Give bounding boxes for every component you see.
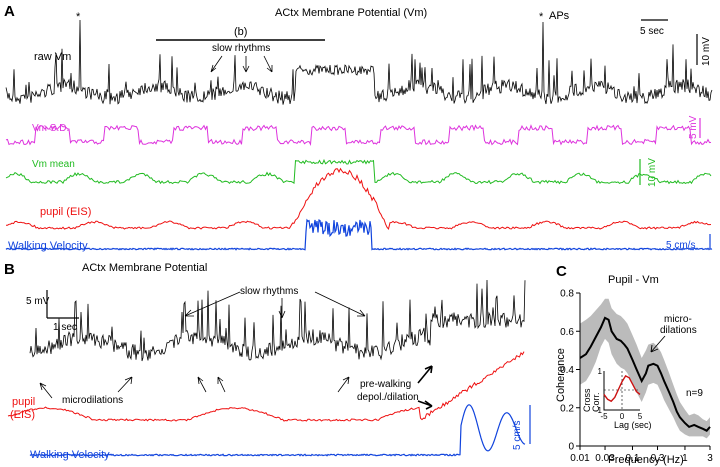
pupil-trace — [6, 167, 712, 230]
y-tick-label: 0.4 — [560, 365, 574, 376]
panel-b-pupil-trace — [7, 351, 525, 422]
coherence-line — [579, 316, 711, 432]
panel-c-y-ticks: 0 0.2 0.4 0.6 0.8 — [560, 289, 580, 453]
panel-a: A ACtx Membrane Potential (Vm) (b) slow … — [4, 3, 713, 252]
velocity-label: Walking Velocity — [8, 240, 88, 252]
raw-vm-label: raw Vm — [34, 51, 71, 63]
x-tick-label: 0.1 — [626, 453, 640, 464]
panel-b-velocity-trace — [29, 404, 526, 457]
x-tick-label: 0.03 — [595, 453, 615, 464]
panel-b-title: ACtx Membrane Potential — [82, 262, 207, 274]
x-tick-label: 0.01 — [570, 453, 590, 464]
microdilations-arrows — [39, 376, 350, 399]
ap-marker-left: * — [76, 11, 81, 23]
panel-c-letter: C — [556, 263, 567, 280]
inset-y-ticks: -1 1 — [595, 367, 603, 415]
panel-b-slow-rhythms-label: slow rhythms — [240, 286, 298, 297]
inset-x-ticks: -5 0 5 — [600, 412, 642, 421]
cross-corr-inset: -5 0 5 -1 1 Lag (sec) Cross Corr. — [582, 367, 652, 430]
panel-b-velocity-scale-label: 5 cm/s — [512, 421, 523, 450]
inset-x-tick-label: -5 — [600, 412, 608, 421]
prewalking-label-1: pre-walking — [360, 379, 411, 390]
panel-b-slow-rhythms-arrows — [184, 291, 366, 319]
panel-a-slow-rhythms-label: slow rhythms — [212, 43, 270, 54]
y-tick-label: 0 — [568, 442, 574, 453]
slow-rhythms-arrows — [210, 55, 273, 73]
inset-y-tick-label: 1 — [598, 367, 603, 376]
panel-b-velocity-label: Walking Velocity — [30, 449, 110, 461]
panel-a-letter: A — [4, 3, 15, 20]
x-tick-label: 3 — [707, 453, 713, 464]
inset-x-tick-label: 5 — [638, 412, 643, 421]
raw-vm-trace — [5, 19, 713, 105]
vm-mean-trace — [5, 158, 712, 185]
micro-dilations-label-1: micro- — [664, 314, 692, 325]
inset-ylabel-2: Corr. — [591, 392, 601, 412]
y-tick-label: 0.8 — [560, 289, 574, 300]
vm-sd-trace — [5, 124, 712, 147]
panel-c: C Pupil - Vm 0.01 0.03 0.1 0.3 1 3 0 0.2 0.4 0.6… — [555, 263, 713, 466]
micro-dilations-label-2: dilations — [660, 325, 697, 336]
ap-marker-right: * — [539, 11, 544, 23]
vm-sd-label: Vm S.D. — [32, 123, 69, 134]
prewalking-label-2: depol./dilation — [357, 392, 419, 403]
vm-mean-scale-label: 10 mV — [647, 158, 658, 187]
prewalking-arrows — [417, 365, 433, 410]
vm-sd-scale-label: 5 mV — [688, 115, 699, 139]
panel-b-letter: B — [4, 261, 15, 278]
x-tick-label: 0.3 — [651, 453, 665, 464]
time-scale-label: 5 sec — [640, 26, 664, 37]
panel-b-vm-scale-label: 5 mV — [26, 296, 50, 307]
inset-cross-corr-line — [603, 374, 641, 403]
panel-b-pupil-label-2: (EIS) — [10, 409, 35, 421]
panel-c-x-ticks: 0.01 0.03 0.1 0.3 1 3 — [570, 446, 713, 464]
inset-y-tick-label: -1 — [595, 406, 603, 415]
panel-c-xlabel: Frequency (Hz) — [608, 454, 684, 466]
microdilations-label: microdilations — [62, 395, 123, 406]
panel-b-time-scale-label: 1 sec — [53, 322, 77, 333]
inset-xlabel: Lag (sec) — [614, 420, 652, 430]
x-tick-label: 1 — [682, 453, 688, 464]
section-b-label: (b) — [234, 26, 247, 38]
inset-axes — [603, 371, 640, 411]
micro-dilations-arrow — [650, 335, 666, 353]
n-label: n=9 — [686, 388, 703, 399]
panel-b-pupil-label-1: pupil — [12, 396, 35, 408]
panel-b: B ACtx Membrane Potential slow rhythms 5… — [4, 261, 531, 461]
panel-a-title: ACtx Membrane Potential (Vm) — [275, 7, 427, 19]
y-tick-label: 0.2 — [560, 403, 574, 414]
velocity-scale-label: 5 cm/s — [666, 240, 695, 251]
velocity-trace — [5, 218, 713, 251]
inset-x-tick-label: 0 — [620, 412, 625, 421]
inset-ylabel-1: Cross — [582, 388, 592, 412]
vm-scale-label: 10 mV — [701, 37, 712, 66]
aps-label: APs — [549, 10, 570, 22]
panel-c-title: Pupil - Vm — [608, 274, 659, 286]
y-tick-label: 0.6 — [560, 327, 574, 338]
vm-mean-label: Vm mean — [32, 159, 75, 170]
panel-c-ylabel: Coherence — [555, 348, 567, 402]
panel-b-vm-trace — [29, 279, 526, 362]
pupil-label: pupil (EIS) — [40, 206, 91, 218]
